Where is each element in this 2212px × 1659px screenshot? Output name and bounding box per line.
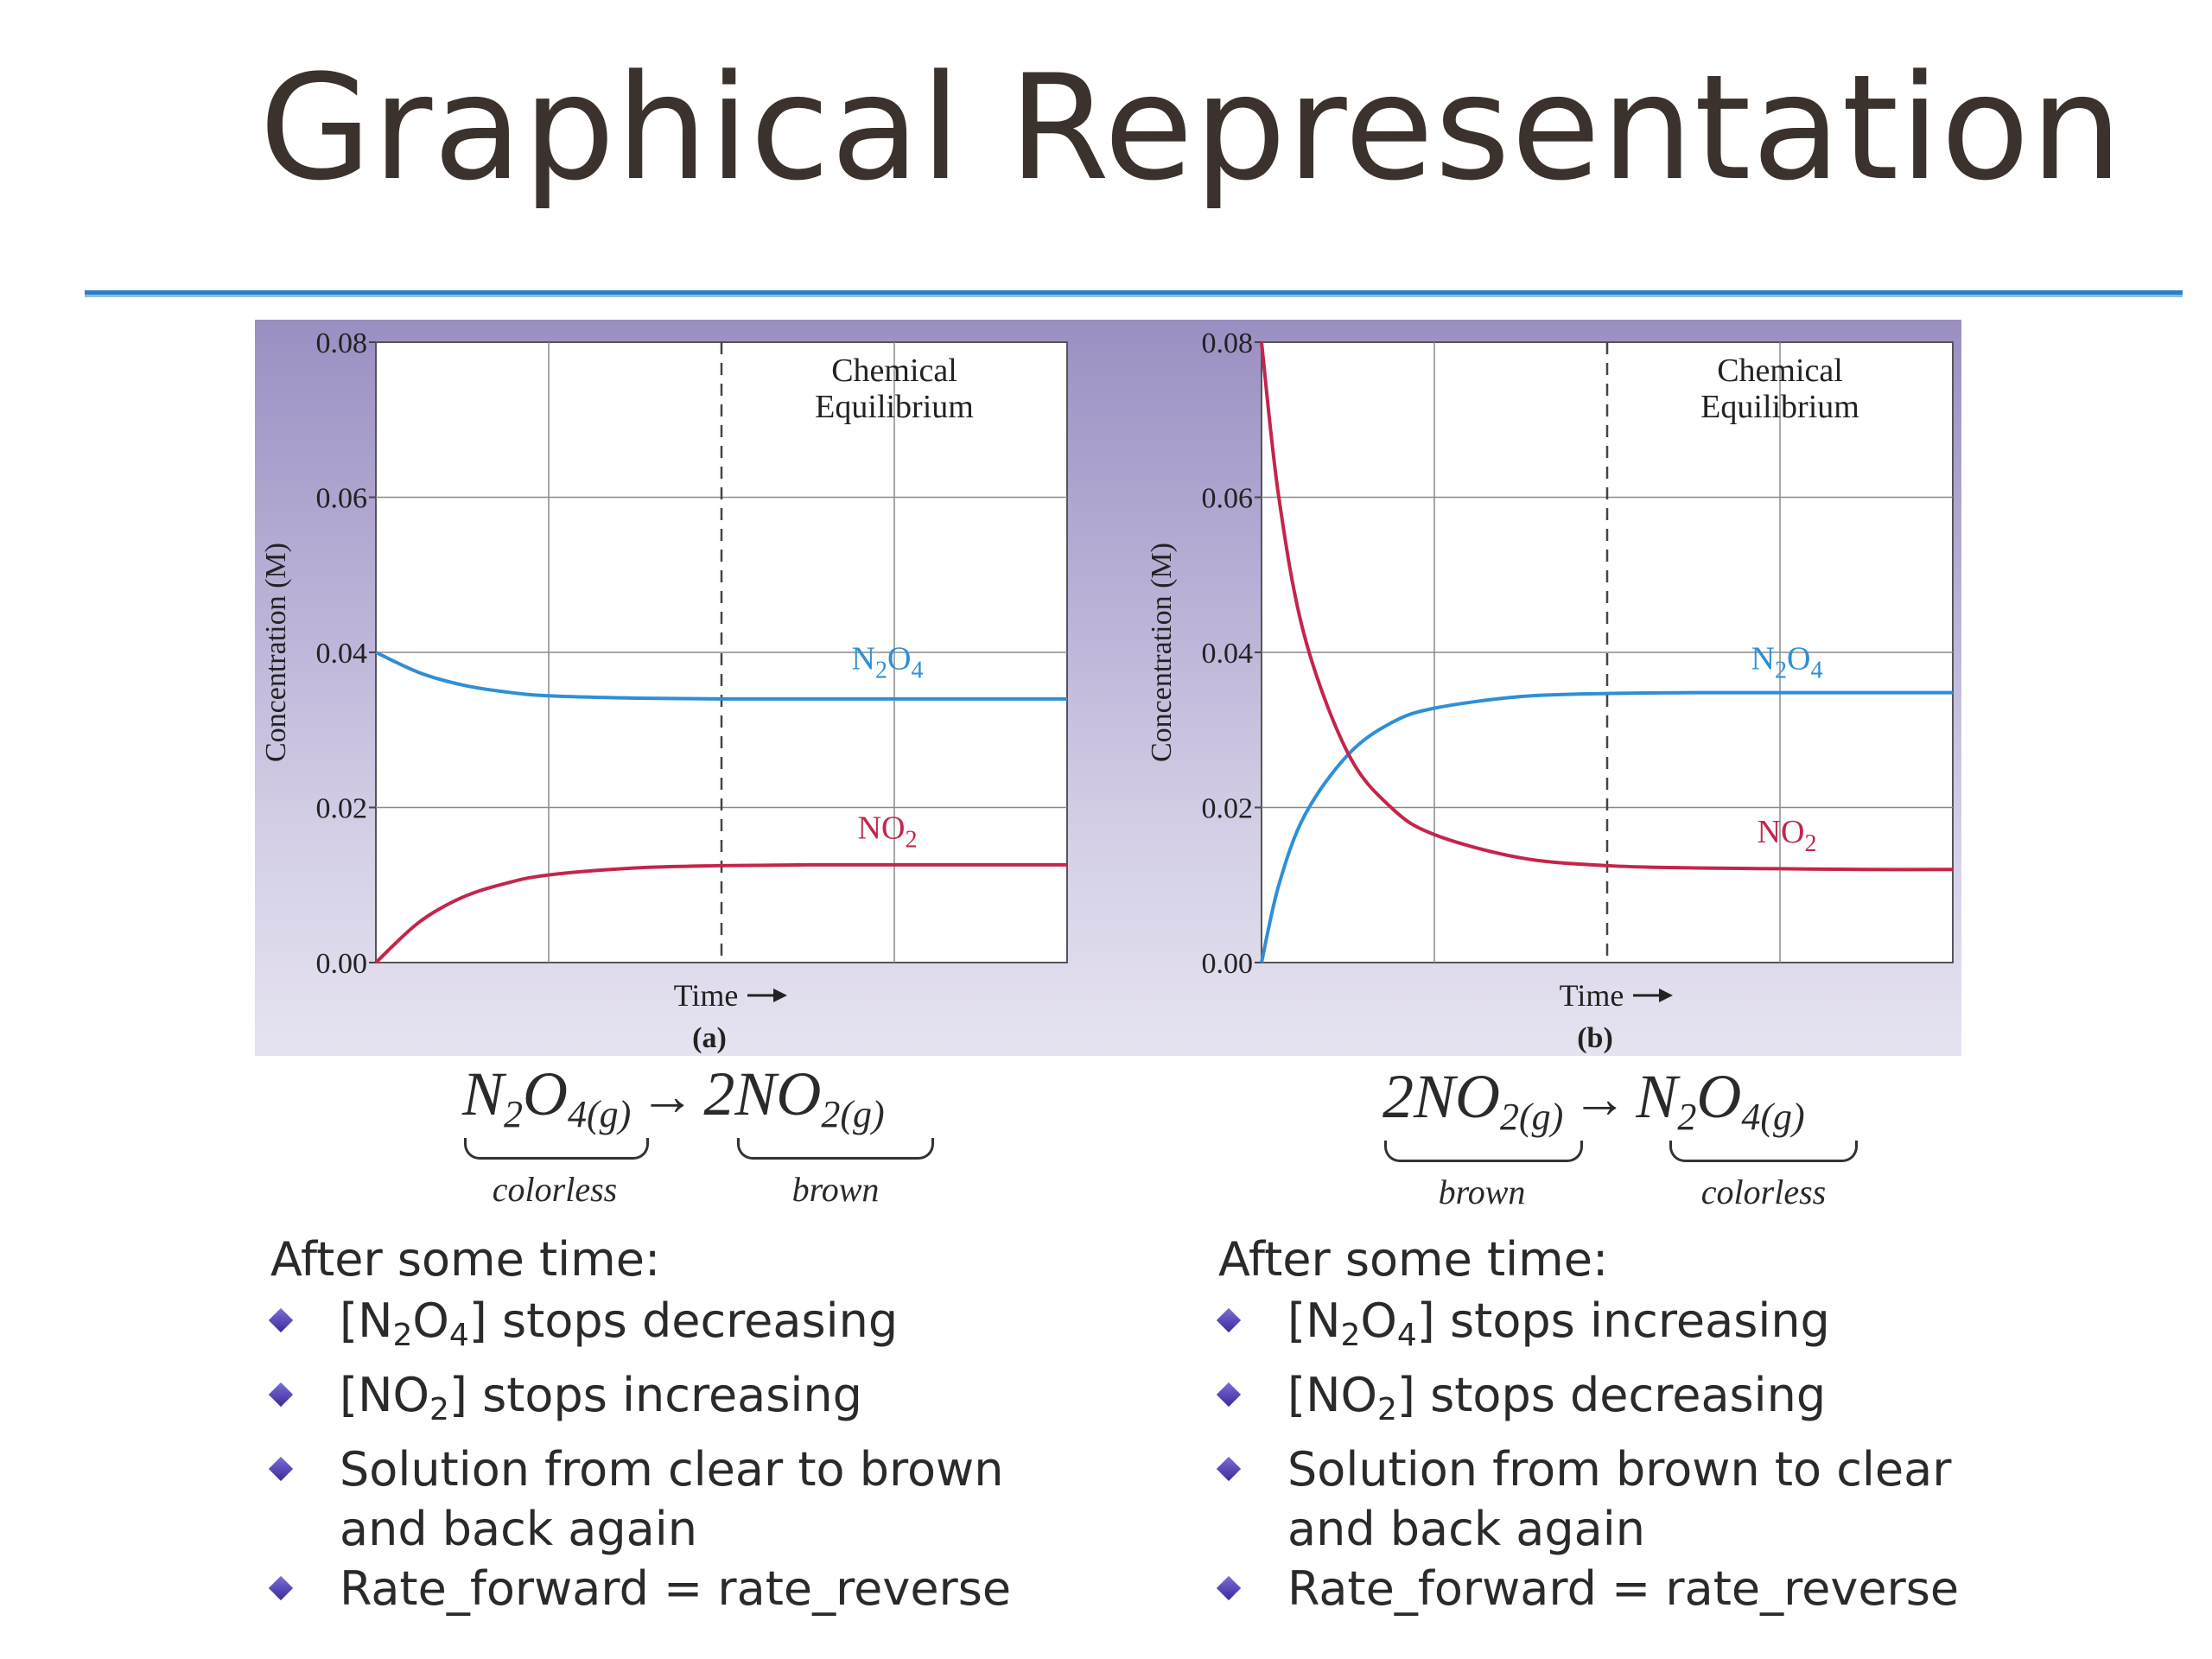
- notes-right-heading: After some time:: [1218, 1232, 1609, 1287]
- notes-right-list: [N2O4] stops increasing [NO2] stops decr…: [1216, 1291, 1959, 1618]
- equation-b-right-desc: colorless: [1700, 1173, 1827, 1211]
- equation-b-left-desc: brown: [1438, 1173, 1526, 1211]
- y-tick-label: 0.00: [316, 948, 368, 980]
- list-item: Solution from clear to brown and back aga…: [268, 1440, 1011, 1559]
- series-line-no2: [1260, 341, 1954, 872]
- x-axis-arrowhead-icon: [1659, 988, 1673, 1002]
- slide-title: Graphical Representation: [259, 43, 2124, 213]
- chemical-equilibrium-annotation: Chemical: [831, 353, 957, 389]
- notes-left-heading: After some time:: [270, 1232, 661, 1287]
- y-axis-label: Concentration (M): [260, 543, 292, 762]
- diamond-bullet-icon: [268, 1575, 294, 1601]
- equation-a: N2O4(g) → 2NO2(g) colorless brown: [462, 1058, 934, 1209]
- equation-b-left-brace: [1384, 1141, 1583, 1162]
- notes-right: After some time: [N2O4] stops increasing…: [1216, 1230, 1959, 1618]
- diamond-bullet-icon: [1216, 1456, 1242, 1482]
- equation-b-formula: 2NO2(g) → N2O4(g): [1382, 1062, 1805, 1138]
- y-tick-label: 0.06: [316, 483, 368, 515]
- y-tick-label: 0.02: [316, 793, 368, 825]
- diamond-bullet-icon: [268, 1456, 294, 1482]
- chart-panel-a: 0.00 0.02 0.04 0.06 0.08 Concentration (M) Tim…: [260, 327, 1068, 1054]
- notes-left: After some time: [N2O4] stops decreasing…: [268, 1230, 1011, 1618]
- list-item: [N2O4] stops decreasing: [268, 1291, 1011, 1365]
- y-tick-label: 0.06: [1202, 483, 1254, 515]
- chart-panel-b: 0.00 0.02 0.04 0.06 0.08 Concentration (M) Tim…: [1146, 327, 1954, 1054]
- list-item: Rate_forward = rate_reverse: [268, 1559, 1011, 1618]
- series-line-n2o4: [375, 651, 1067, 701]
- x-axis-label: Time: [674, 978, 739, 1013]
- series-label-n2o4: N2O4: [1751, 641, 1823, 684]
- list-item: [N2O4] stops increasing: [1216, 1291, 1959, 1365]
- diamond-bullet-icon: [268, 1382, 294, 1408]
- chemical-equilibrium-annotation: Equilibrium: [1700, 389, 1859, 425]
- y-tick-label: 0.04: [1202, 638, 1254, 670]
- y-tick-label: 0.02: [1202, 793, 1254, 825]
- equation-a-left-desc: colorless: [492, 1170, 618, 1209]
- title-divider: [85, 290, 2183, 297]
- series-label-n2o4: N2O4: [852, 641, 924, 684]
- notes-left-list: [N2O4] stops decreasing [NO2] stops incr…: [268, 1291, 1011, 1618]
- series-label-no2: NO2: [1758, 814, 1817, 857]
- equation-b-right-brace: [1669, 1141, 1858, 1162]
- equation-b: 2NO2(g) → N2O4(g) brown colorless: [1382, 1061, 1858, 1211]
- diamond-bullet-icon: [1216, 1382, 1242, 1408]
- chemical-equilibrium-annotation: Equilibrium: [815, 389, 974, 425]
- y-tick-label: 0.04: [316, 638, 368, 670]
- panel-label: (a): [692, 1022, 727, 1054]
- series-label-no2: NO2: [858, 810, 918, 853]
- chart-svg: 0.00 0.02 0.04 0.06 0.08 Concentration (M) Tim…: [260, 327, 1954, 1054]
- equation-a-left-brace: [464, 1138, 649, 1160]
- diamond-bullet-icon: [268, 1307, 294, 1333]
- list-item: [NO2] stops decreasing: [1216, 1365, 1959, 1440]
- series-line-n2o4: [1260, 690, 1953, 963]
- list-item: Solution from brown to clear and back aga…: [1216, 1440, 1959, 1559]
- diamond-bullet-icon: [1216, 1307, 1242, 1333]
- y-tick-label: 0.08: [1202, 327, 1254, 359]
- equation-a-right-brace: [737, 1138, 934, 1160]
- list-item: [NO2] stops increasing: [268, 1365, 1011, 1440]
- series-line-no2: [374, 862, 1067, 964]
- x-axis-arrowhead-icon: [773, 988, 787, 1002]
- equation-a-formula: N2O4(g) → 2NO2(g): [462, 1059, 885, 1135]
- chart-figure: 0.00 0.02 0.04 0.06 0.08 Concentration (M) Tim…: [255, 320, 1961, 1056]
- y-axis-label: Concentration (M): [1146, 543, 1178, 762]
- equation-a-right-desc: brown: [791, 1170, 880, 1209]
- panel-label: (b): [1577, 1022, 1613, 1054]
- chemical-equilibrium-annotation: Chemical: [1717, 353, 1843, 389]
- y-tick-label: 0.08: [316, 327, 368, 359]
- diamond-bullet-icon: [1216, 1575, 1242, 1601]
- y-tick-label: 0.00: [1202, 948, 1254, 980]
- x-axis-label: Time: [1560, 978, 1624, 1013]
- list-item: Rate_forward = rate_reverse: [1216, 1559, 1959, 1618]
